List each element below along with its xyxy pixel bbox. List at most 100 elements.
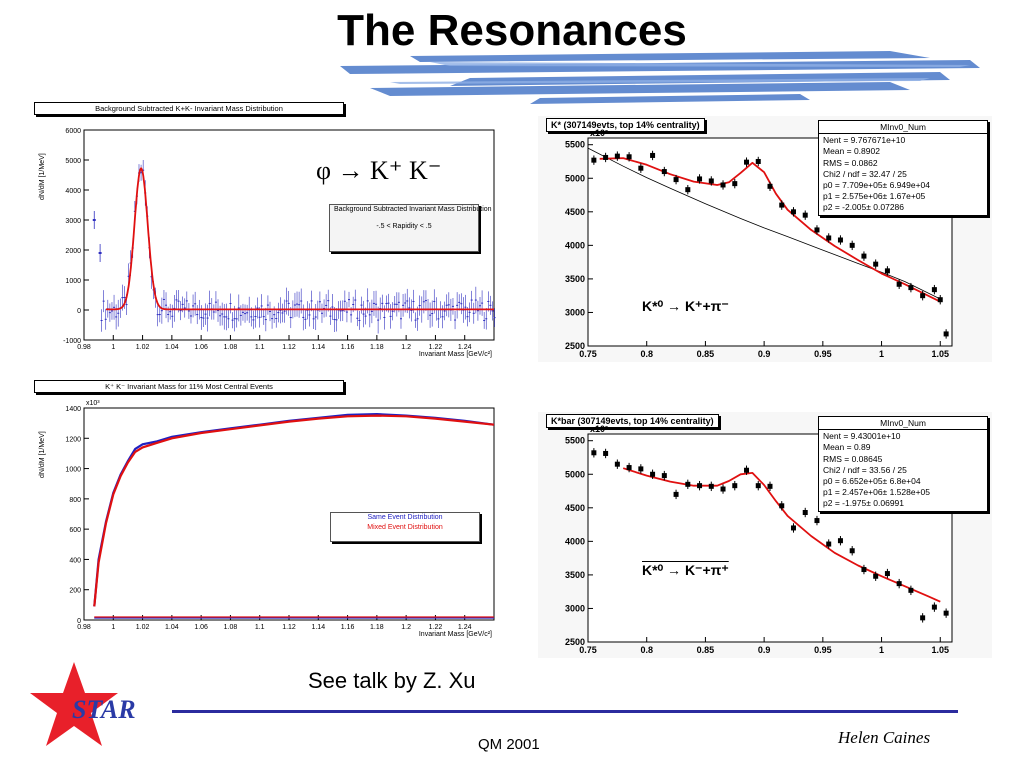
data-point [252, 319, 255, 321]
decorative-stripes [340, 51, 980, 104]
data-point [181, 303, 184, 305]
data-point [113, 306, 116, 308]
x-tick-label: 1.04 [165, 624, 179, 631]
data-point [418, 305, 421, 307]
data-point [264, 319, 267, 321]
stats-row: p0 = 6.652e+05± 6.8e+04 [823, 476, 921, 487]
x-tick-label: 1.16 [341, 344, 355, 351]
data-point [327, 300, 330, 302]
stats-row: Mean = 0.8902 [823, 146, 880, 157]
kstar-stats-box: MInv0_Num Nent = 9.767671e+10 Mean = 0.890… [818, 120, 988, 216]
data-point [385, 303, 388, 305]
y-tick-label: 4000 [65, 188, 81, 195]
data-point [341, 310, 344, 312]
data-point [235, 318, 238, 320]
data-point [614, 153, 620, 159]
data-point [219, 315, 222, 317]
data-point [335, 319, 338, 321]
data-point [849, 242, 855, 248]
data-point [354, 299, 357, 301]
data-point [884, 268, 890, 274]
data-point [167, 313, 170, 315]
y-tick-label: 1000 [65, 278, 81, 285]
data-point [268, 310, 271, 312]
data-point [98, 252, 102, 254]
data-point [260, 305, 263, 307]
y-tick-label: 600 [69, 527, 81, 534]
data-point [189, 315, 192, 317]
x-tick-label: 1.04 [165, 344, 179, 351]
x-tick-label: 1.24 [458, 344, 472, 351]
data-point [849, 548, 855, 554]
y-tick-label: 0 [77, 308, 81, 315]
data-point [177, 300, 180, 302]
data-point [273, 314, 276, 316]
data-point [720, 486, 726, 492]
data-point [266, 304, 269, 306]
data-point [387, 302, 390, 304]
data-point [661, 169, 667, 175]
y-tick-label: 5000 [565, 469, 585, 479]
data-point [468, 311, 471, 313]
data-point [479, 305, 482, 307]
data-point [908, 285, 914, 291]
legend-mixed: Mixed Event Distribution [367, 524, 443, 531]
data-point [110, 310, 113, 312]
y-tick-label: 0 [77, 618, 81, 625]
data-point [443, 310, 446, 312]
data-point [661, 473, 667, 479]
data-point [395, 303, 398, 305]
x-tick-label: 1.08 [224, 624, 238, 631]
data-point [937, 297, 943, 303]
data-point [123, 296, 126, 298]
data-point [102, 300, 105, 302]
data-point [117, 312, 120, 314]
data-point [389, 315, 392, 317]
x-axis-label: Invariant Mass [GeV/c²] [419, 351, 492, 358]
data-point [591, 450, 597, 456]
stats-header: MInv0_Num [819, 418, 987, 431]
data-point [489, 304, 492, 306]
data-point [241, 311, 244, 313]
data-point [779, 503, 785, 509]
data-point [397, 301, 400, 303]
star-logo-icon [30, 662, 118, 746]
data-point [100, 320, 103, 321]
data-point [650, 152, 656, 158]
data-point [402, 304, 405, 306]
stats-row: Chi2 / ndf = 32.47 / 25 [823, 168, 907, 179]
y-tick-label: 3000 [65, 218, 81, 225]
data-point [150, 276, 153, 278]
x-tick-label: 0.75 [579, 645, 597, 655]
data-point [375, 303, 378, 305]
data-point [381, 302, 384, 304]
y-axis-label: dN/dM [1/MeV] [39, 153, 46, 200]
kstar-decay-label: K*⁰ → K⁺+π⁻ [642, 298, 729, 314]
kstarbar-decay-label: K*⁰ → K⁻+π⁺ [642, 562, 729, 578]
data-point [408, 307, 411, 309]
y-tick-label: 2500 [565, 637, 585, 647]
data-point [372, 302, 375, 304]
data-point [160, 310, 163, 312]
y-multiplier: x10² [590, 128, 608, 138]
data-point [366, 300, 369, 302]
data-point [638, 165, 644, 171]
talk-note: See talk by Z. Xu [308, 668, 476, 693]
data-point [162, 298, 165, 300]
x-tick-label: 1.16 [341, 624, 355, 631]
y-tick-label: 4000 [565, 240, 585, 250]
data-point [285, 300, 288, 302]
y-tick-label: 3000 [565, 603, 585, 613]
kstar-panel: K* (307149evts, top 14% centrality) 0.75… [538, 116, 992, 362]
x-tick-label: 0.75 [579, 349, 597, 359]
data-point [404, 302, 407, 304]
x-tick-label: 1 [879, 645, 884, 655]
data-point [896, 281, 902, 287]
x-tick-label: 0.85 [697, 349, 715, 359]
x-tick-label: 0.98 [77, 344, 91, 351]
data-point [779, 202, 785, 208]
data-point [399, 318, 402, 320]
data-point [412, 300, 415, 302]
x-tick-label: 1.22 [429, 344, 443, 351]
data-point [121, 297, 124, 299]
